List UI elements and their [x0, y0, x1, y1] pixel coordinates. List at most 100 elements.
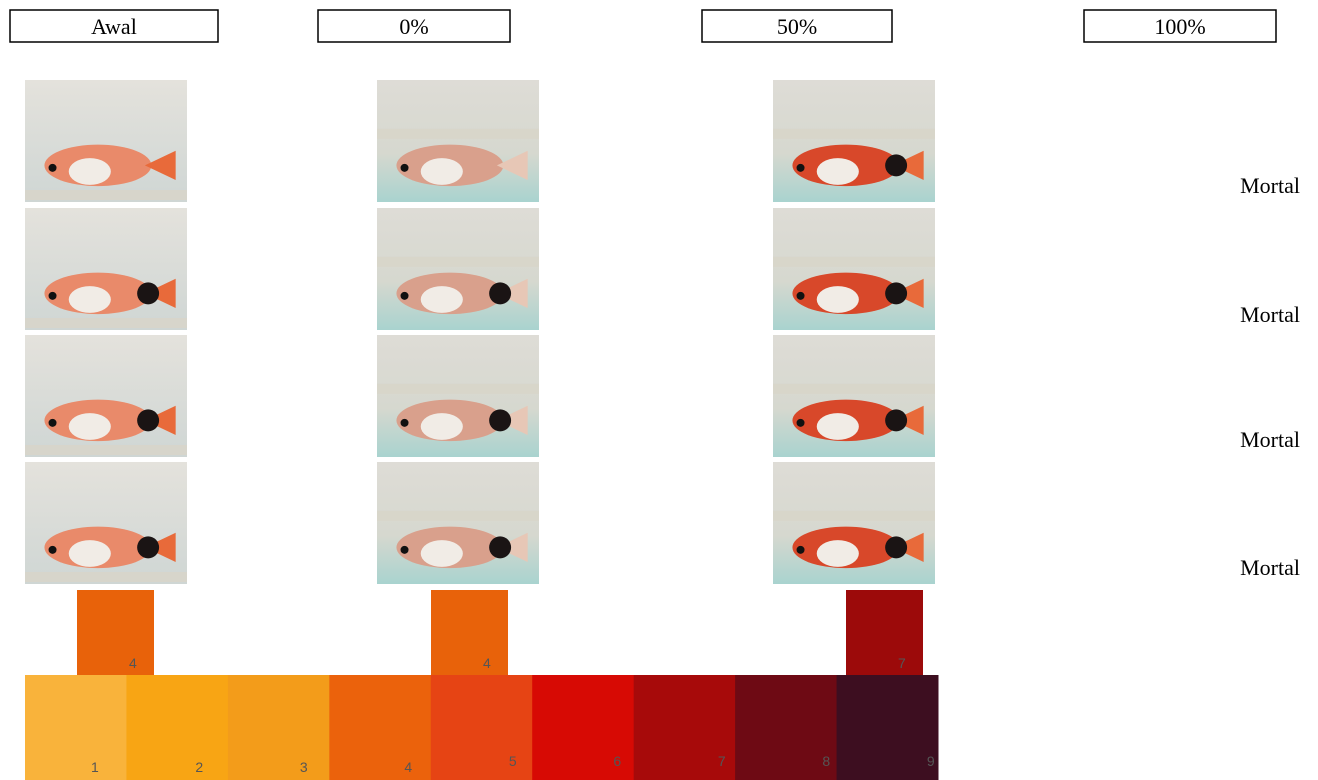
scale-cell: [126, 675, 229, 780]
fish-belly: [816, 413, 859, 440]
fish-tail: [496, 532, 528, 563]
header-box: [9, 9, 219, 43]
header-label: Awal: [91, 14, 137, 39]
scale-cell: [430, 675, 533, 780]
fish-spot: [489, 536, 512, 559]
fish-photo: [377, 462, 539, 584]
header-box: [701, 9, 893, 43]
fish-belly: [420, 540, 463, 567]
ruler: [25, 445, 187, 455]
mortal-label: Mortal: [1240, 302, 1300, 327]
scale-label: 5: [509, 753, 517, 769]
mortal-label: Mortal: [1240, 427, 1300, 452]
ruler: [25, 190, 187, 200]
fish-eye: [48, 545, 57, 554]
fish-spot: [885, 154, 908, 177]
fish-eye: [796, 291, 805, 300]
scale-cell: [735, 675, 838, 780]
scale-label: 3: [300, 759, 308, 775]
header-label: 50%: [777, 14, 817, 39]
color-swatch: [431, 590, 508, 675]
ruler: [377, 128, 539, 139]
header-label: 0%: [399, 14, 428, 39]
scale-cell: [633, 675, 736, 780]
fish-belly: [68, 286, 111, 313]
fish-tail: [144, 278, 176, 309]
fish-spot: [885, 536, 908, 559]
ruler: [25, 318, 187, 328]
color-swatch: [77, 590, 154, 675]
fish-tail: [496, 405, 528, 436]
fish-photo: [377, 335, 539, 457]
scale-label: 4: [404, 759, 412, 775]
scale-cell: [532, 675, 635, 780]
ruler: [773, 510, 935, 521]
fish-photo: [25, 208, 187, 330]
fish-eye: [48, 291, 57, 300]
scale-cell: [329, 675, 432, 780]
fish-tail: [144, 150, 176, 181]
fish-belly: [816, 540, 859, 567]
header-box: [317, 9, 511, 43]
swatch-label: 7: [898, 655, 906, 671]
fish-spot: [137, 282, 160, 305]
fish-eye: [48, 418, 57, 427]
swatch-label: 4: [129, 655, 137, 671]
fish-spot: [885, 282, 908, 305]
fish-tail: [892, 405, 924, 436]
ruler: [377, 510, 539, 521]
fish-eye: [796, 418, 805, 427]
ruler: [773, 128, 935, 139]
fish-belly: [68, 540, 111, 567]
fish-belly: [68, 413, 111, 440]
fish-belly: [68, 158, 111, 185]
color-swatch: [846, 590, 923, 675]
ruler: [773, 383, 935, 394]
fish-eye: [48, 163, 57, 172]
fish-spot: [137, 536, 160, 559]
fish-photo: [773, 335, 935, 457]
header-label: 100%: [1154, 14, 1205, 39]
fish-eye: [400, 418, 409, 427]
header-box: [1083, 9, 1277, 43]
fish-eye: [400, 291, 409, 300]
fish-eye: [796, 163, 805, 172]
fish-photo: [25, 462, 187, 584]
scale-cell: [227, 675, 330, 780]
scale-label: 7: [718, 753, 726, 769]
mortal-label: Mortal: [1240, 555, 1300, 580]
fish-spot: [489, 282, 512, 305]
scale-cell: [836, 675, 939, 780]
fish-tail: [892, 278, 924, 309]
fish-tail: [496, 150, 528, 181]
ruler: [773, 256, 935, 267]
scale-label: 8: [822, 753, 830, 769]
fish-photo: [25, 80, 187, 202]
fish-belly: [420, 158, 463, 185]
scale-label: 2: [195, 759, 203, 775]
fish-photo: [377, 80, 539, 202]
scale-label: 6: [613, 753, 621, 769]
fish-photo: [773, 80, 935, 202]
mortal-label: Mortal: [1240, 173, 1300, 198]
fish-belly: [420, 286, 463, 313]
ruler: [377, 256, 539, 267]
fish-photo: [25, 335, 187, 457]
fish-eye: [400, 545, 409, 554]
fish-belly: [816, 158, 859, 185]
scale-label: 1: [91, 759, 99, 775]
fish-belly: [816, 286, 859, 313]
fish-photo: [773, 208, 935, 330]
swatch-label: 4: [483, 655, 491, 671]
ruler: [25, 572, 187, 582]
scale-label: 9: [927, 753, 935, 769]
fish-spot: [489, 409, 512, 432]
scale-cell: [25, 675, 127, 780]
fish-tail: [496, 278, 528, 309]
fish-tail: [892, 150, 924, 181]
fish-tail: [144, 405, 176, 436]
ruler: [377, 383, 539, 394]
fish-eye: [796, 545, 805, 554]
fish-photo: [773, 462, 935, 584]
